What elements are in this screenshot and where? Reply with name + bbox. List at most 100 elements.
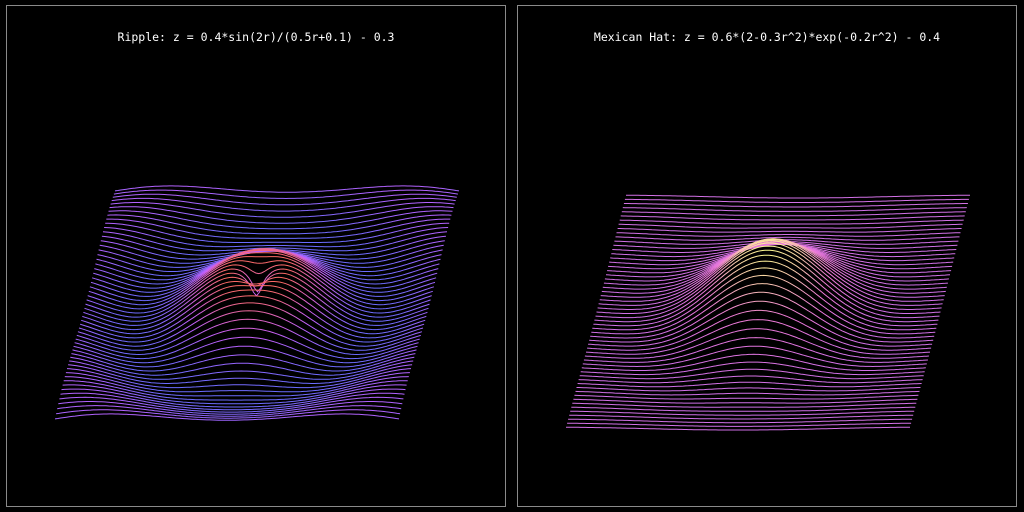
surface-contour-line bbox=[78, 295, 424, 343]
surface-contour-line bbox=[90, 249, 436, 297]
surface-contour-line bbox=[57, 405, 402, 417]
surface-contour-line bbox=[571, 406, 916, 412]
surface-contour-line bbox=[568, 418, 913, 424]
surface-contour-line bbox=[603, 239, 948, 286]
surface-contour-line bbox=[104, 227, 449, 248]
surface-contour-line bbox=[582, 345, 927, 368]
surface-contour-line bbox=[607, 242, 952, 274]
surface-contour-line bbox=[111, 197, 456, 212]
surface-contour-line bbox=[578, 375, 923, 384]
surface-contour-line bbox=[574, 394, 919, 400]
surface-contour-line bbox=[579, 368, 924, 380]
surface-contour-line bbox=[619, 219, 964, 225]
mexican-hat-surface-plot bbox=[565, 194, 971, 431]
surface-contour-line bbox=[56, 409, 401, 419]
surface-contour-line bbox=[71, 353, 416, 372]
surface-contour-line bbox=[575, 390, 920, 396]
surface-contour-line bbox=[600, 238, 945, 298]
surface-contour-line bbox=[81, 285, 426, 335]
surface-contour-line bbox=[110, 202, 455, 218]
surface-contour-line bbox=[622, 207, 967, 212]
surface-contour-line bbox=[587, 309, 932, 351]
ripple-surface-plot bbox=[54, 185, 460, 421]
surface-contour-line bbox=[70, 356, 415, 376]
surface-contour-line bbox=[598, 240, 943, 306]
surface-contour-line bbox=[569, 414, 914, 420]
surface-contour-line bbox=[605, 241, 951, 278]
surface-contour-line bbox=[589, 291, 934, 343]
surface-contour-line bbox=[79, 289, 425, 339]
surface-contour-line bbox=[91, 248, 437, 293]
surface-contour-line bbox=[87, 260, 432, 310]
surface-contour-line bbox=[86, 264, 431, 314]
surface-contour-line bbox=[69, 360, 414, 380]
ripple-plot-panel: Ripple: z = 0.4*sin(2r)/(0.5r+0.1) - 0.3 bbox=[6, 5, 506, 507]
surface-contour-line bbox=[73, 336, 418, 364]
surface-contour-line bbox=[597, 242, 942, 310]
surface-contour-line bbox=[576, 387, 921, 392]
mexican-hat-plot-title: Mexican Hat: z = 0.6*(2-0.3r^2)*exp(-0.2… bbox=[593, 30, 941, 44]
surface-contour-line bbox=[573, 398, 918, 404]
surface-contour-line bbox=[102, 231, 448, 252]
surface-contour-line bbox=[114, 185, 460, 193]
surface-contour-line bbox=[72, 345, 417, 368]
surface-contour-line bbox=[77, 302, 423, 347]
surface-contour-line bbox=[585, 319, 931, 355]
surface-contour-line bbox=[620, 215, 965, 221]
surface-contour-line bbox=[89, 252, 435, 302]
surface-contour-line bbox=[84, 272, 429, 322]
surface-contour-line bbox=[621, 211, 966, 217]
surface-contour-line bbox=[106, 218, 451, 239]
surface-contour-line bbox=[580, 361, 925, 376]
surface-contour-line bbox=[593, 260, 938, 327]
surface-contour-line bbox=[60, 392, 405, 411]
surface-contour-line bbox=[577, 381, 922, 388]
surface-contour-line bbox=[63, 380, 408, 401]
surface-contour-line bbox=[85, 268, 430, 318]
surface-contour-line bbox=[590, 283, 935, 339]
surface-contour-line bbox=[572, 402, 917, 408]
surface-contour-line bbox=[594, 254, 939, 323]
surface-contour-line bbox=[617, 228, 962, 233]
surface-contour-line bbox=[591, 274, 936, 335]
surface-contour-line bbox=[623, 203, 968, 208]
surface-contour-line bbox=[615, 236, 960, 241]
surface-contour-line bbox=[618, 223, 963, 229]
surface-contour-line bbox=[62, 384, 407, 405]
surface-contour-line bbox=[65, 372, 410, 393]
surface-contour-line bbox=[82, 281, 427, 331]
surface-contour-line bbox=[570, 410, 915, 416]
surface-contour-line bbox=[64, 376, 409, 397]
surface-wireframe bbox=[54, 185, 460, 421]
surface-contour-line bbox=[59, 396, 404, 413]
surface-contour-line bbox=[599, 238, 944, 302]
surface-contour-line bbox=[66, 368, 412, 389]
surface-contour-line bbox=[614, 239, 959, 245]
surface-contour-line bbox=[581, 353, 926, 371]
surface-contour-line bbox=[54, 413, 400, 421]
surface-contour-line bbox=[83, 276, 428, 326]
surface-contour-line bbox=[565, 426, 911, 431]
surface-wireframe bbox=[565, 194, 971, 431]
surface-contour-line bbox=[625, 194, 971, 199]
surface-contour-line bbox=[74, 327, 419, 360]
surface-contour-line bbox=[583, 337, 928, 363]
surface-contour-line bbox=[105, 222, 450, 243]
surface-contour-line bbox=[68, 364, 413, 384]
surface-contour-line bbox=[61, 388, 406, 408]
surface-contour-line bbox=[109, 206, 454, 224]
surface-contour-line bbox=[592, 267, 937, 331]
surface-contour-line bbox=[112, 193, 457, 206]
surface-contour-line bbox=[113, 189, 458, 200]
mexican-hat-plot-panel: Mexican Hat: z = 0.6*(2-0.3r^2)*exp(-0.2… bbox=[517, 5, 1017, 507]
surface-contour-line bbox=[595, 249, 940, 319]
surface-contour-line bbox=[76, 310, 421, 351]
surface-contour-line bbox=[107, 214, 452, 235]
surface-contour-line bbox=[567, 422, 912, 427]
ripple-plot-title: Ripple: z = 0.4*sin(2r)/(0.5r+0.1) - 0.3 bbox=[117, 30, 395, 44]
surface-contour-line bbox=[596, 245, 941, 314]
surface-contour-line bbox=[108, 210, 453, 230]
surface-contour-line bbox=[588, 300, 933, 347]
surface-contour-line bbox=[584, 328, 929, 359]
surface-contour-line bbox=[624, 198, 969, 203]
